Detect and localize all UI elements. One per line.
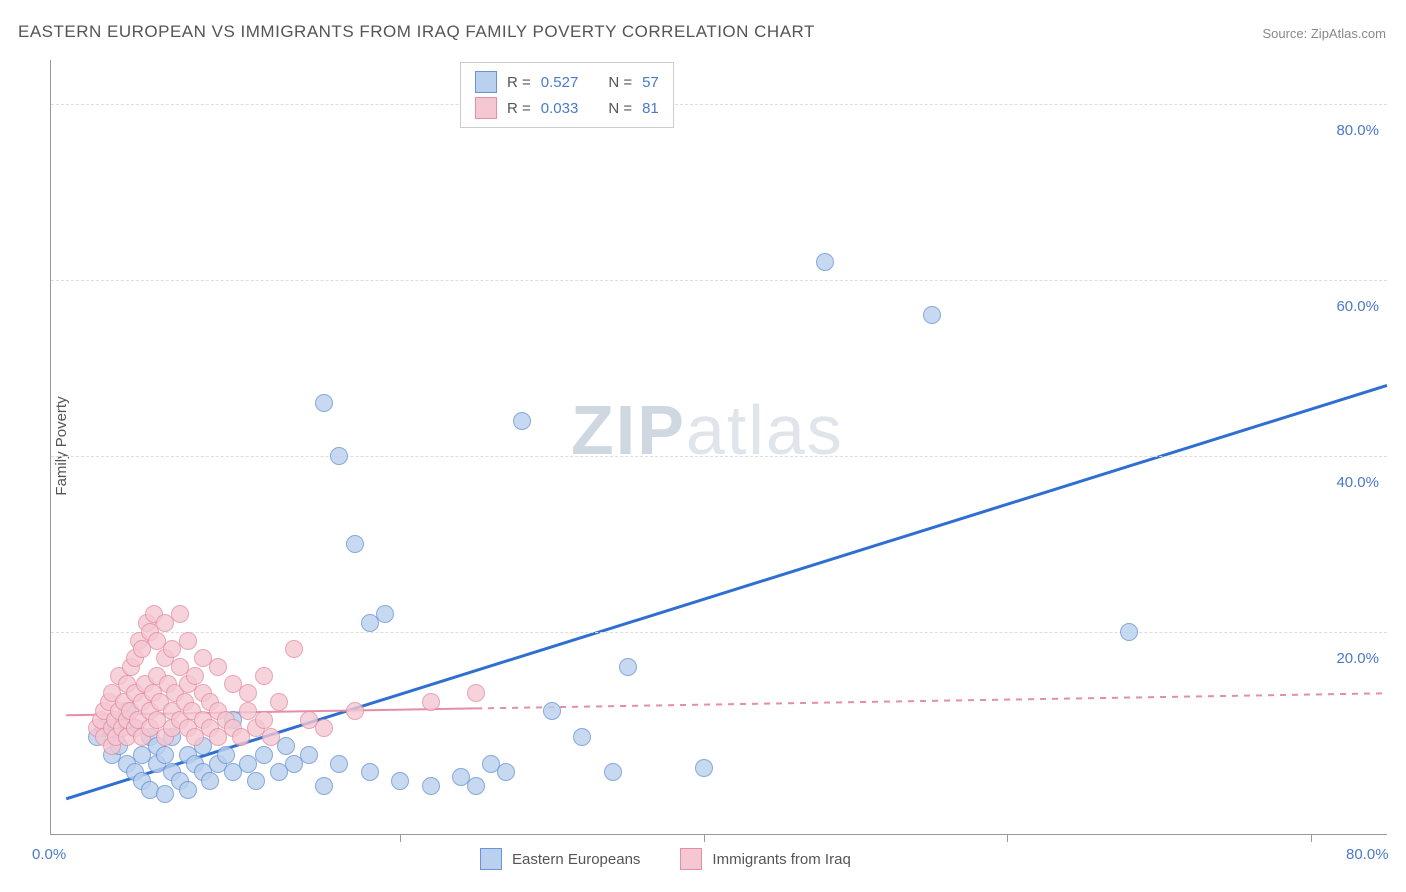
data-point	[346, 535, 364, 553]
data-point	[1120, 623, 1138, 641]
data-point	[239, 684, 257, 702]
legend-series-name: Immigrants from Iraq	[712, 851, 850, 868]
data-point	[497, 763, 515, 781]
data-point	[422, 777, 440, 795]
y-tick-label: 20.0%	[1336, 650, 1379, 667]
data-point	[156, 785, 174, 803]
legend-n-value: 57	[642, 74, 659, 91]
data-point	[255, 711, 273, 729]
legend-swatch	[475, 97, 497, 119]
data-point	[315, 777, 333, 795]
data-point	[346, 702, 364, 720]
data-point	[262, 728, 280, 746]
x-end-label: 80.0%	[1346, 846, 1389, 863]
data-point	[391, 772, 409, 790]
data-point	[255, 667, 273, 685]
data-point	[330, 755, 348, 773]
data-point	[247, 772, 265, 790]
x-tick	[1007, 834, 1008, 842]
series-legend: Eastern Europeans Immigrants from Iraq	[480, 848, 881, 870]
legend-row: R = 0.527 N = 57	[475, 69, 659, 95]
data-point	[513, 412, 531, 430]
data-point	[619, 658, 637, 676]
data-point	[277, 737, 295, 755]
watermark: ZIPatlas	[571, 390, 844, 470]
data-point	[201, 772, 219, 790]
data-point	[330, 447, 348, 465]
legend-r-value: 0.033	[541, 100, 579, 117]
data-point	[573, 728, 591, 746]
watermark-atlas: atlas	[686, 391, 844, 469]
plot-area: ZIPatlas 20.0% 40.0% 60.0% 80.0%	[50, 60, 1387, 835]
chart-title: EASTERN EUROPEAN VS IMMIGRANTS FROM IRAQ…	[18, 22, 815, 42]
data-point	[604, 763, 622, 781]
data-point	[695, 759, 713, 777]
legend-r-label: R =	[507, 100, 531, 117]
trend-line-dashed	[476, 693, 1387, 708]
data-point	[467, 684, 485, 702]
data-point	[171, 605, 189, 623]
legend-row: R = 0.033 N = 81	[475, 95, 659, 121]
data-point	[209, 658, 227, 676]
data-point	[285, 640, 303, 658]
data-point	[422, 693, 440, 711]
legend-n-value: 81	[642, 100, 659, 117]
data-point	[467, 777, 485, 795]
data-point	[816, 253, 834, 271]
legend-swatch	[680, 848, 702, 870]
correlation-legend: R = 0.527 N = 57 R = 0.033 N = 81	[460, 62, 674, 128]
data-point	[543, 702, 561, 720]
gridline	[51, 280, 1387, 281]
y-tick-label: 60.0%	[1336, 298, 1379, 315]
x-start-label: 0.0%	[32, 846, 66, 863]
x-tick	[400, 834, 401, 842]
legend-n-label: N =	[608, 100, 632, 117]
data-point	[179, 781, 197, 799]
data-point	[156, 746, 174, 764]
gridline	[51, 632, 1387, 633]
data-point	[923, 306, 941, 324]
legend-r-label: R =	[507, 74, 531, 91]
source-name: ZipAtlas.com	[1311, 26, 1386, 41]
y-tick-label: 40.0%	[1336, 474, 1379, 491]
data-point	[179, 632, 197, 650]
data-point	[361, 763, 379, 781]
source-prefix: Source:	[1262, 26, 1310, 41]
data-point	[315, 394, 333, 412]
data-point	[315, 719, 333, 737]
watermark-zip: ZIP	[571, 391, 686, 469]
gridline	[51, 104, 1387, 105]
data-point	[186, 667, 204, 685]
legend-r-value: 0.527	[541, 74, 579, 91]
y-tick-label: 80.0%	[1336, 122, 1379, 139]
x-tick	[1311, 834, 1312, 842]
data-point	[300, 746, 318, 764]
data-point	[270, 693, 288, 711]
chart-container: EASTERN EUROPEAN VS IMMIGRANTS FROM IRAQ…	[0, 0, 1406, 892]
data-point	[217, 746, 235, 764]
data-point	[376, 605, 394, 623]
legend-n-label: N =	[608, 74, 632, 91]
x-tick	[704, 834, 705, 842]
legend-swatch	[480, 848, 502, 870]
gridline	[51, 456, 1387, 457]
data-point	[255, 746, 273, 764]
legend-series-name: Eastern Europeans	[512, 851, 640, 868]
source-credit: Source: ZipAtlas.com	[1262, 26, 1386, 41]
legend-swatch	[475, 71, 497, 93]
